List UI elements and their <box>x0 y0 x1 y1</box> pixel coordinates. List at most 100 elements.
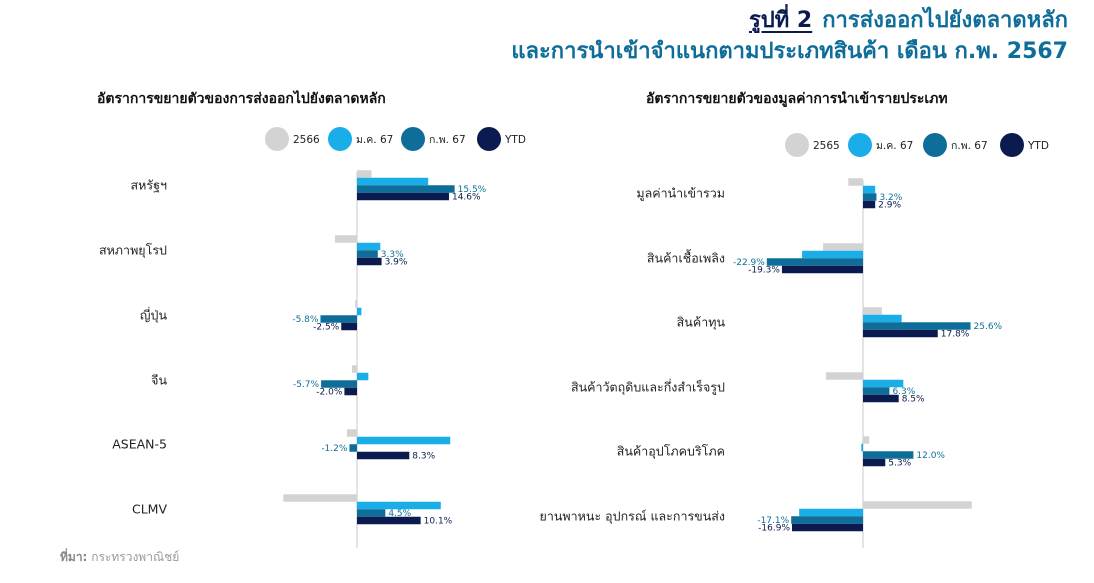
import-bar-ytd <box>863 329 938 338</box>
export-legend-swatch-jan-67 <box>328 127 352 151</box>
figure-title-line2: และการนำเข้าจำแนกตามประเภทสินค้า เดือน ก… <box>511 39 1068 64</box>
import-bar-prev-year <box>826 372 863 380</box>
export-legend-label-ytd: YTD <box>504 134 526 146</box>
export-bar-feb-67 <box>357 509 386 517</box>
export-data-label: 15.5% <box>458 185 487 195</box>
import-bar-prev-year <box>863 436 870 444</box>
import-data-label: -19.3% <box>748 266 780 276</box>
export-data-label: 14.6% <box>452 193 481 203</box>
export-bar-prev-year <box>346 429 357 437</box>
import-bar-jan-67 <box>863 185 876 194</box>
export-bar-feb-67 <box>321 380 357 388</box>
export-bar-jan-67 <box>357 242 381 251</box>
import-bar-feb-67 <box>766 258 863 266</box>
import-bar-jan-67 <box>861 443 863 452</box>
export-legend-label-jan-67: ม.ค. 67 <box>356 134 393 146</box>
export-bar-ytd <box>357 192 449 201</box>
import-bar-ytd <box>863 458 886 467</box>
export-bar-jan-67 <box>357 501 441 510</box>
import-bar-jan-67 <box>799 508 863 517</box>
export-data-label: 3.9% <box>385 258 408 268</box>
export-data-label: 4.5% <box>388 509 411 519</box>
export-category-label: CLMV <box>132 502 167 517</box>
import-data-label: -22.9% <box>733 258 765 268</box>
import-legend-swatch-ytd <box>1000 133 1024 157</box>
export-bar-jan-67 <box>357 372 369 381</box>
import-category-label: ยานพาหนะ อุปกรณ์ และการขนส่ง <box>540 509 725 525</box>
import-data-label: 8.5% <box>902 395 925 405</box>
export-legend-swatch-prev-year <box>265 127 289 151</box>
export-bar-ytd <box>357 257 382 266</box>
import-data-label: 12.0% <box>916 451 945 461</box>
import-bar-prev-year <box>823 243 863 251</box>
import-bar-ytd <box>792 523 863 532</box>
export-category-label: ASEAN-5 <box>112 437 167 452</box>
export-data-label: 3.3% <box>381 250 404 260</box>
export-bar-prev-year <box>357 170 372 178</box>
export-legend-label-prev-year: 2566 <box>293 134 320 146</box>
figure-header: รูปที่ 2 การส่งออกไปยังตลาดหลัก และการนำเ… <box>511 6 1068 68</box>
import-bar-prev-year <box>863 307 882 315</box>
export-bar-ytd <box>344 387 357 396</box>
export-bar-jan-67 <box>357 436 451 445</box>
export-bar-jan-67 <box>357 307 362 316</box>
export-bar-jan-67 <box>357 177 429 186</box>
source-label: ที่มา: <box>60 550 88 564</box>
import-data-label: 6.3% <box>892 387 915 397</box>
export-category-label: สหภาพยุโรป <box>99 243 167 259</box>
import-category-label: สินค้าวัตถุดิบและกึ่งสำเร็จรูป <box>571 379 725 396</box>
export-bar-prev-year <box>283 494 357 502</box>
export-bar-ytd <box>357 516 421 525</box>
source-note: ที่มา: กระทรวงพาณิชย์ <box>60 548 179 567</box>
figure-title-text: การส่งออกไปยังตลาดหลัก <box>822 8 1068 33</box>
import-legend-label-feb-67: ก.พ. 67 <box>951 140 988 152</box>
import-data-label: 3.2% <box>879 193 902 203</box>
import-legend-swatch-feb-67 <box>923 133 947 157</box>
import-bar-ytd <box>863 200 876 209</box>
import-chart-title: อัตราการขยายตัวของมูลค่าการนำเข้ารายประเ… <box>646 91 948 107</box>
import-bar-jan-67 <box>863 379 904 388</box>
export-data-label: -5.7% <box>293 380 320 390</box>
export-bar-feb-67 <box>357 250 378 258</box>
export-data-label: -2.5% <box>313 323 340 333</box>
export-bar-feb-67 <box>357 185 455 193</box>
export-bar-prev-year <box>334 235 357 243</box>
import-bar-feb-67 <box>863 387 890 395</box>
import-bar-feb-67 <box>863 193 877 201</box>
import-legend-swatch-jan-67 <box>848 133 872 157</box>
export-bar-prev-year <box>351 365 357 373</box>
import-category-label: สินค้าทุน <box>677 315 726 331</box>
export-data-label: -5.8% <box>292 315 319 325</box>
export-bar-feb-67 <box>349 444 357 452</box>
export-bar-prev-year <box>355 300 357 308</box>
import-bar-prev-year <box>848 178 863 186</box>
export-data-label: -1.2% <box>321 444 348 454</box>
export-data-label: -2.0% <box>316 388 343 398</box>
export-bar-ytd <box>357 451 410 460</box>
export-bar-feb-67 <box>320 315 357 323</box>
export-data-label: 8.3% <box>412 452 435 462</box>
figure-title-line1: รูปที่ 2 การส่งออกไปยังตลาดหลัก <box>511 6 1068 36</box>
import-category-label: มูลค่านำเข้ารวม <box>636 186 725 202</box>
import-bar-jan-67 <box>802 250 863 259</box>
import-bar-feb-67 <box>863 451 914 459</box>
import-bar-prev-year <box>863 501 972 509</box>
import-legend-label-prev-year: 2565 <box>813 140 840 152</box>
import-category-label: สินค้าอุปโภคบริโภค <box>617 444 725 460</box>
import-legend-label-ytd: YTD <box>1027 140 1049 152</box>
export-category-label: ญี่ปุ่น <box>140 307 168 324</box>
import-bar-ytd <box>781 265 863 274</box>
import-bar-ytd <box>863 394 899 403</box>
import-data-label: 17.8% <box>941 330 970 340</box>
export-legend-label-feb-67: ก.พ. 67 <box>429 134 466 146</box>
import-legend-label-jan-67: ม.ค. 67 <box>876 140 913 152</box>
import-data-label: 2.9% <box>878 201 901 211</box>
import-bar-jan-67 <box>863 314 902 323</box>
export-category-label: สหรัฐฯ <box>131 178 168 193</box>
import-bar-feb-67 <box>863 322 971 330</box>
import-data-label: 25.6% <box>974 322 1003 332</box>
export-bar-ytd <box>341 322 357 331</box>
import-data-label: 5.3% <box>888 459 911 469</box>
import-category-label: สินค้าเชื้อเพลิง <box>647 249 725 266</box>
